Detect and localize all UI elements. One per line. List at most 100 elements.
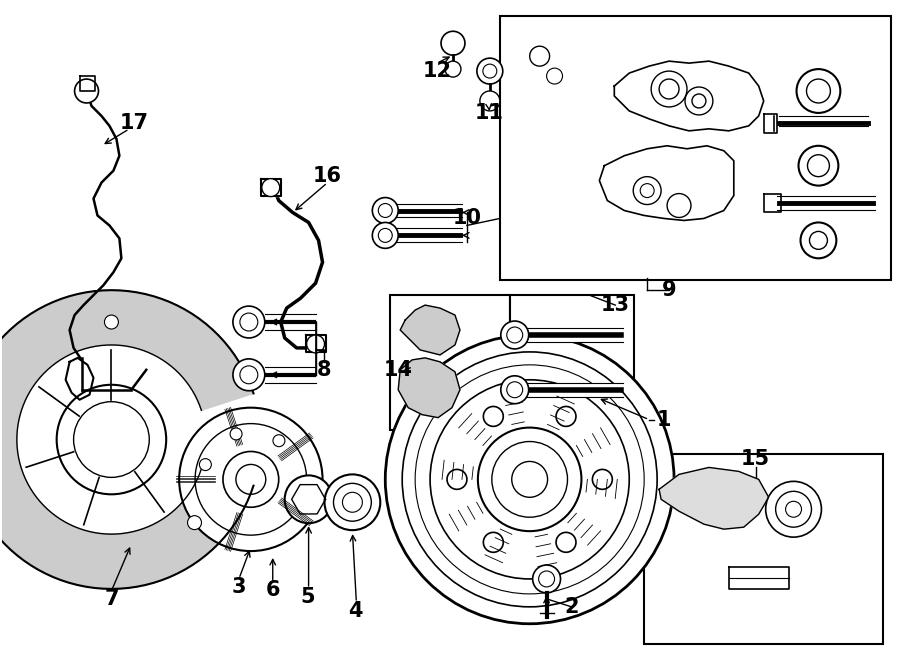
Circle shape (74, 402, 149, 477)
Circle shape (500, 321, 528, 349)
Circle shape (776, 491, 812, 527)
Circle shape (806, 79, 831, 103)
Circle shape (284, 475, 332, 524)
Circle shape (809, 231, 827, 249)
Polygon shape (778, 116, 868, 131)
Circle shape (538, 571, 554, 587)
Circle shape (766, 481, 822, 537)
Text: 7: 7 (104, 589, 119, 609)
Text: 10: 10 (453, 208, 482, 229)
Circle shape (659, 79, 679, 99)
Polygon shape (525, 384, 619, 396)
Text: 9: 9 (662, 280, 677, 300)
Circle shape (530, 46, 550, 66)
Circle shape (800, 223, 836, 258)
Text: 8: 8 (316, 360, 331, 380)
Circle shape (373, 223, 398, 249)
Circle shape (796, 69, 841, 113)
Polygon shape (729, 567, 788, 589)
Polygon shape (306, 335, 326, 352)
Circle shape (378, 229, 392, 243)
Circle shape (483, 64, 497, 78)
Circle shape (640, 184, 654, 198)
Circle shape (445, 61, 461, 77)
Polygon shape (764, 194, 780, 212)
Text: 6: 6 (266, 580, 280, 600)
Circle shape (378, 204, 392, 217)
Circle shape (230, 428, 242, 440)
Bar (509, 295, 634, 430)
Circle shape (334, 483, 372, 521)
Circle shape (483, 532, 503, 553)
Circle shape (415, 365, 644, 594)
Circle shape (104, 315, 119, 329)
Circle shape (233, 306, 265, 338)
Circle shape (447, 469, 467, 489)
Polygon shape (615, 61, 764, 131)
Circle shape (592, 469, 612, 489)
Circle shape (798, 146, 839, 186)
Polygon shape (398, 358, 460, 418)
Circle shape (430, 380, 629, 579)
Polygon shape (79, 76, 94, 91)
Circle shape (507, 382, 523, 398)
Polygon shape (261, 178, 281, 196)
Text: 2: 2 (564, 597, 579, 617)
Circle shape (692, 94, 706, 108)
Text: 1: 1 (657, 410, 671, 430)
Bar (391, 295, 509, 430)
Circle shape (483, 407, 503, 426)
Bar (500, 17, 891, 280)
Circle shape (385, 335, 674, 624)
Circle shape (786, 501, 802, 517)
Polygon shape (0, 290, 254, 589)
Circle shape (556, 532, 576, 553)
Circle shape (491, 442, 568, 517)
Circle shape (236, 465, 266, 494)
Circle shape (75, 79, 98, 103)
Circle shape (478, 428, 581, 531)
Circle shape (402, 352, 657, 607)
Circle shape (512, 461, 547, 497)
Circle shape (57, 385, 166, 494)
Text: 13: 13 (601, 295, 630, 315)
Circle shape (546, 68, 562, 84)
Circle shape (262, 178, 280, 196)
Text: 14: 14 (383, 360, 413, 380)
Circle shape (685, 87, 713, 115)
Circle shape (556, 407, 576, 426)
Circle shape (325, 475, 381, 530)
Circle shape (480, 91, 500, 111)
Circle shape (477, 58, 503, 84)
Polygon shape (525, 329, 619, 341)
Text: 12: 12 (423, 61, 452, 81)
Text: 4: 4 (348, 601, 363, 621)
Circle shape (441, 31, 465, 55)
Text: 3: 3 (231, 577, 246, 597)
Circle shape (200, 459, 212, 471)
Circle shape (273, 435, 285, 447)
Circle shape (373, 198, 398, 223)
Text: 17: 17 (120, 113, 148, 133)
Circle shape (307, 335, 325, 353)
Text: 5: 5 (301, 587, 315, 607)
Polygon shape (659, 467, 769, 529)
Circle shape (807, 155, 830, 176)
Polygon shape (400, 305, 460, 355)
Circle shape (652, 71, 687, 107)
Circle shape (500, 376, 528, 404)
Text: 15: 15 (741, 449, 770, 469)
Polygon shape (778, 196, 868, 210)
Circle shape (240, 366, 257, 384)
Polygon shape (599, 146, 733, 221)
Polygon shape (764, 114, 777, 133)
Circle shape (233, 359, 265, 391)
Circle shape (507, 327, 523, 343)
Circle shape (667, 194, 691, 217)
Circle shape (533, 565, 561, 593)
Circle shape (240, 313, 257, 331)
Circle shape (223, 451, 279, 507)
Circle shape (187, 516, 202, 529)
Circle shape (179, 408, 322, 551)
Circle shape (634, 176, 661, 204)
